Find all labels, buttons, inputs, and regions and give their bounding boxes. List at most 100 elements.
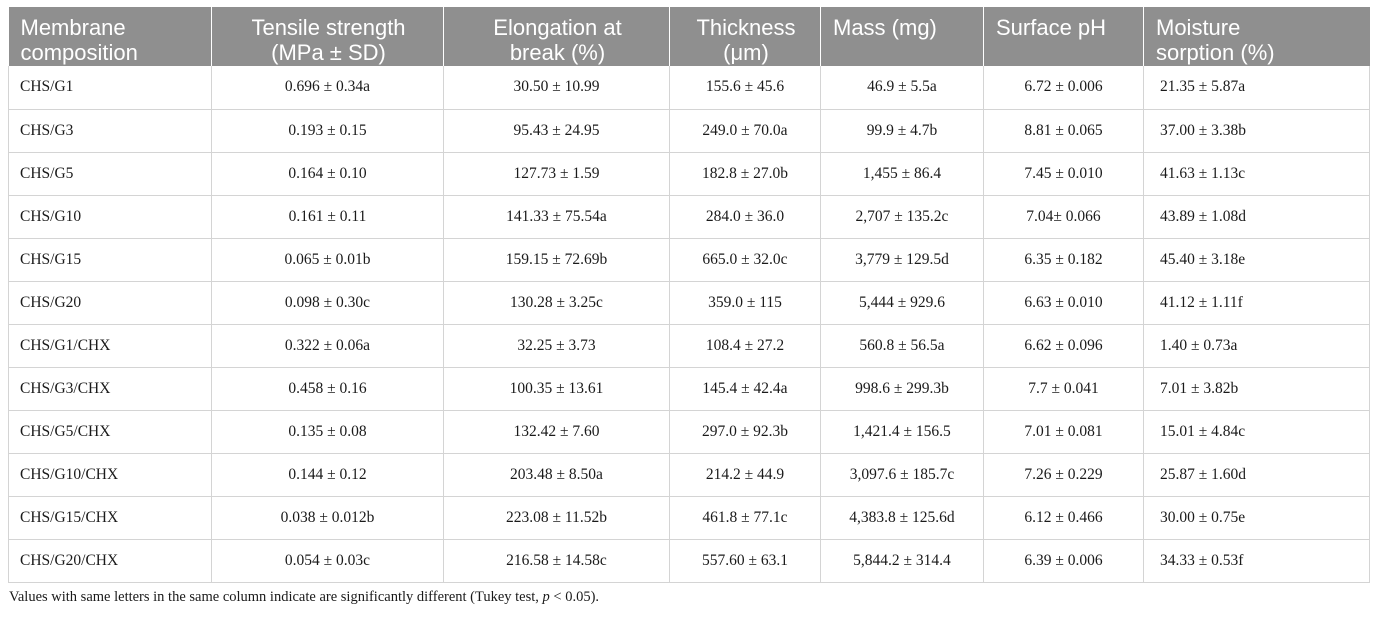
table-cell: 0.322 ± 0.06a bbox=[211, 324, 444, 368]
table-cell: 130.28 ± 3.25c bbox=[443, 281, 670, 325]
table-cell: 5,844.2 ± 314.4 bbox=[820, 539, 984, 583]
table-cell: 159.15 ± 72.69b bbox=[443, 238, 670, 282]
table-cell: CHS/G5/CHX bbox=[8, 410, 212, 454]
data-table: Membrane composition Tensile strength (MPa… bbox=[8, 7, 1370, 583]
header-moisture-sorption: Moisture sorption (%) bbox=[1143, 7, 1370, 66]
table-cell: 0.054 ± 0.03c bbox=[211, 539, 444, 583]
table-cell: CHS/G10/CHX bbox=[8, 453, 212, 497]
table-cell: 7.01 ± 3.82b bbox=[1143, 367, 1370, 411]
table-cell: 32.25 ± 3.73 bbox=[443, 324, 670, 368]
table-cell: 6.35 ± 0.182 bbox=[983, 238, 1144, 282]
table-row: CHS/G3 0.193 ± 0.15 95.43 ± 24.95 249.0 ± 7… bbox=[8, 109, 1370, 153]
table-cell: 7.01 ± 0.081 bbox=[983, 410, 1144, 454]
table-cell: 141.33 ± 75.54a bbox=[443, 195, 670, 239]
table-cell: 461.8 ± 77.1c bbox=[669, 496, 821, 540]
table-cell: CHS/G15 bbox=[8, 238, 212, 282]
table-cell: 6.62 ± 0.096 bbox=[983, 324, 1144, 368]
table-cell: 127.73 ± 1.59 bbox=[443, 152, 670, 196]
table-cell: 0.065 ± 0.01b bbox=[211, 238, 444, 282]
table-cell: 41.63 ± 1.13c bbox=[1143, 152, 1370, 196]
table-cell: CHS/G1/CHX bbox=[8, 324, 212, 368]
table-cell: 99.9 ± 4.7b bbox=[820, 109, 984, 153]
table-footnote: Values with same letters in the same col… bbox=[9, 588, 600, 605]
table-cell: 7.04± 0.066 bbox=[983, 195, 1144, 239]
table-cell: 2,707 ± 135.2c bbox=[820, 195, 984, 239]
table-row: CHS/G10 0.161 ± 0.11 141.33 ± 75.54a 284.0 … bbox=[8, 195, 1370, 239]
table-cell: 557.60 ± 63.1 bbox=[669, 539, 821, 583]
table-cell: 25.87 ± 1.60d bbox=[1143, 453, 1370, 497]
table-cell: 37.00 ± 3.38b bbox=[1143, 109, 1370, 153]
table-cell: 43.89 ± 1.08d bbox=[1143, 195, 1370, 239]
table-container: Membrane composition Tensile strength (MPa… bbox=[8, 7, 1370, 606]
header-mass: Mass (mg) bbox=[820, 7, 984, 66]
table-cell: 0.458 ± 0.16 bbox=[211, 367, 444, 411]
table-cell: 6.12 ± 0.466 bbox=[983, 496, 1144, 540]
table-cell: 1,421.4 ± 156.5 bbox=[820, 410, 984, 454]
table-row: CHS/G20 0.098 ± 0.30c 130.28 ± 3.25c 359.0 … bbox=[8, 281, 1370, 325]
table-cell: CHS/G1 bbox=[8, 66, 212, 110]
table-cell: 203.48 ± 8.50a bbox=[443, 453, 670, 497]
table-cell: 998.6 ± 299.3b bbox=[820, 367, 984, 411]
table-cell: 34.33 ± 0.53f bbox=[1143, 539, 1370, 583]
table-cell: 8.81 ± 0.065 bbox=[983, 109, 1144, 153]
table-cell: 223.08 ± 11.52b bbox=[443, 496, 670, 540]
table-cell: 665.0 ± 32.0c bbox=[669, 238, 821, 282]
table-cell: 7.7 ± 0.041 bbox=[983, 367, 1144, 411]
table-cell: 0.144 ± 0.12 bbox=[211, 453, 444, 497]
table-cell: CHS/G5 bbox=[8, 152, 212, 196]
table-cell: 0.161 ± 0.11 bbox=[211, 195, 444, 239]
table-cell: 0.038 ± 0.012b bbox=[211, 496, 444, 540]
table-cell: 0.164 ± 0.10 bbox=[211, 152, 444, 196]
table-cell: CHS/G20/CHX bbox=[8, 539, 212, 583]
table-row: CHS/G1/CHX 0.322 ± 0.06a 32.25 ± 3.73 108.4… bbox=[8, 324, 1370, 368]
table-cell: 6.72 ± 0.006 bbox=[983, 66, 1144, 110]
header-thickness: Thickness (μm) bbox=[669, 7, 821, 66]
header-surface-ph: Surface pH bbox=[983, 7, 1144, 66]
header-elongation: Elongation at break (%) bbox=[443, 7, 670, 66]
table-cell: 5,444 ± 929.6 bbox=[820, 281, 984, 325]
table-cell: CHS/G10 bbox=[8, 195, 212, 239]
table-cell: CHS/G3 bbox=[8, 109, 212, 153]
table-cell: 7.45 ± 0.010 bbox=[983, 152, 1144, 196]
table-cell: 0.098 ± 0.30c bbox=[211, 281, 444, 325]
table-cell: 249.0 ± 70.0a bbox=[669, 109, 821, 153]
table-cell: 41.12 ± 1.11f bbox=[1143, 281, 1370, 325]
table-row: CHS/G1 0.696 ± 0.34a 30.50 ± 10.99 155.6 ± … bbox=[8, 66, 1370, 110]
table-cell: 30.00 ± 0.75e bbox=[1143, 496, 1370, 540]
table-row: CHS/G15/CHX 0.038 ± 0.012b 223.08 ± 11.52b… bbox=[8, 496, 1370, 540]
table-row: CHS/G5 0.164 ± 0.10 127.73 ± 1.59 182.8 ± 2… bbox=[8, 152, 1370, 196]
table-cell: CHS/G20 bbox=[8, 281, 212, 325]
table-cell: 214.2 ± 44.9 bbox=[669, 453, 821, 497]
table-cell: 560.8 ± 56.5a bbox=[820, 324, 984, 368]
table-cell: 182.8 ± 27.0b bbox=[669, 152, 821, 196]
table-cell: 155.6 ± 45.6 bbox=[669, 66, 821, 110]
table-cell: 297.0 ± 92.3b bbox=[669, 410, 821, 454]
table-cell: 1,455 ± 86.4 bbox=[820, 152, 984, 196]
header-membrane-composition: Membrane composition bbox=[8, 7, 212, 66]
table-cell: 284.0 ± 36.0 bbox=[669, 195, 821, 239]
table-cell: 3,097.6 ± 185.7c bbox=[820, 453, 984, 497]
table-cell: 0.193 ± 0.15 bbox=[211, 109, 444, 153]
table-cell: 145.4 ± 42.4a bbox=[669, 367, 821, 411]
table-cell: 6.39 ± 0.006 bbox=[983, 539, 1144, 583]
table-cell: 216.58 ± 14.58c bbox=[443, 539, 670, 583]
table-row: CHS/G3/CHX 0.458 ± 0.16 100.35 ± 13.61 145.… bbox=[8, 367, 1370, 411]
table-cell: 100.35 ± 13.61 bbox=[443, 367, 670, 411]
table-cell: 132.42 ± 7.60 bbox=[443, 410, 670, 454]
table-row: CHS/G15 0.065 ± 0.01b 159.15 ± 72.69b 665.0… bbox=[8, 238, 1370, 282]
table-cell: 0.696 ± 0.34a bbox=[211, 66, 444, 110]
table-cell: 1.40 ± 0.73a bbox=[1143, 324, 1370, 368]
table-body: CHS/G1 0.696 ± 0.34a 30.50 ± 10.99 155.6 ± … bbox=[8, 66, 1370, 583]
table-cell: 15.01 ± 4.84c bbox=[1143, 410, 1370, 454]
table-row: CHS/G5/CHX 0.135 ± 0.08 132.42 ± 7.60 297.0… bbox=[8, 410, 1370, 454]
table-cell: 7.26 ± 0.229 bbox=[983, 453, 1144, 497]
table-cell: 3,779 ± 129.5d bbox=[820, 238, 984, 282]
table-cell: 45.40 ± 3.18e bbox=[1143, 238, 1370, 282]
table-cell: 46.9 ± 5.5a bbox=[820, 66, 984, 110]
header-tensile-strength: Tensile strength (MPa ± SD) bbox=[211, 7, 444, 66]
table-cell: 0.135 ± 0.08 bbox=[211, 410, 444, 454]
table-row: CHS/G20/CHX 0.054 ± 0.03c 216.58 ± 14.58c 5… bbox=[8, 539, 1370, 583]
table-cell: 108.4 ± 27.2 bbox=[669, 324, 821, 368]
table-cell: 30.50 ± 10.99 bbox=[443, 66, 670, 110]
table-cell: 4,383.8 ± 125.6d bbox=[820, 496, 984, 540]
